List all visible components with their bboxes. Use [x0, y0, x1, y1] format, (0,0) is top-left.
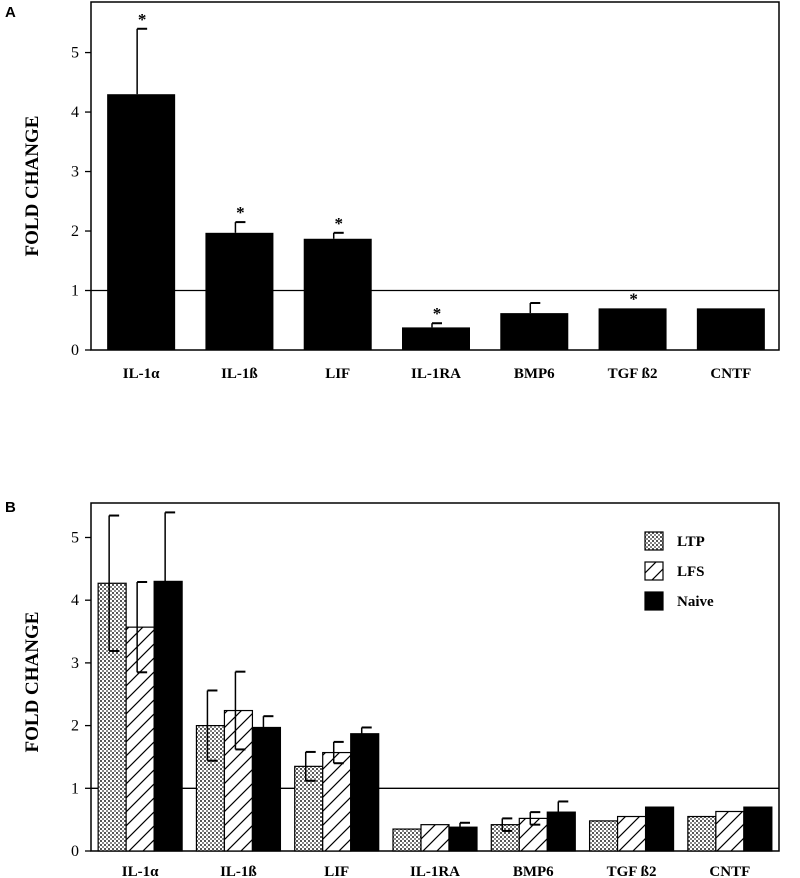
panel-a-ytick-label: 2 — [71, 223, 79, 240]
panel-a-plot-frame — [90, 1, 780, 351]
panel-a-bar-lif — [303, 238, 372, 350]
panel-b-ytick-label: 4 — [71, 592, 79, 609]
panel-b-bar-lfs-tgf-2 — [616, 815, 647, 852]
panel-a-ytick-label: 0 — [71, 342, 79, 359]
panel-b-bar-ltp-il-1ra — [392, 828, 422, 852]
panel-b-plot-frame — [90, 502, 780, 852]
panel-a-ytick-label: 5 — [71, 45, 79, 62]
panel-b-category-label-bmp6: BMP6 — [513, 864, 554, 878]
panel-b-category-label-lif: LIF — [324, 864, 349, 878]
panel-b-letter: B — [5, 499, 16, 516]
panel-b-ytick-label: 3 — [71, 655, 79, 672]
legend-label-lfs: LFS — [677, 564, 705, 580]
panel-a-significance-lif: * — [334, 214, 343, 233]
panel-a-category-label-il-1ra: IL-1RA — [411, 366, 461, 382]
panel-b-bar-naive-il-1 — [153, 580, 183, 852]
panel-a-category-label-il-1: IL-1ß — [221, 366, 258, 382]
panel-a-category-label-lif: LIF — [325, 366, 350, 382]
panel-b-bar-ltp-bmp6 — [490, 824, 520, 852]
panel-a-significance-il-1: * — [138, 10, 147, 29]
panel-a-bar-bmp6 — [500, 313, 569, 350]
panel-a-category-label-il-1: IL-1α — [123, 366, 160, 382]
panel-b-bar-lfs-lif — [322, 751, 352, 852]
panel-a-ylabel: FOLD CHANGE — [22, 116, 43, 257]
panel-b-bar-ltp-tgf-2 — [588, 820, 619, 852]
panel-a-significance-il-1: * — [236, 203, 245, 222]
panel-b-bar-ltp-lif — [294, 765, 324, 852]
panel-a-category-label-tgf-2: TGF ß2 — [608, 366, 658, 382]
panel-a-ytick-label: 3 — [71, 164, 79, 181]
panel-b-ytick-label: 5 — [71, 529, 79, 546]
panel-b-bar-naive-il-1 — [251, 726, 282, 852]
panel-a: A FOLD CHANGE 0 1 2 3 4 5 * IL-1α * IL-1ß * LIF * IL-… — [5, 1, 780, 382]
panel-b-bar-ltp-cntf — [687, 815, 717, 852]
panel-b-category-label-il-1ra: IL-1RA — [410, 864, 460, 878]
panel-a-bar-il-1 — [107, 94, 176, 350]
panel-b-category-label-tgf-2: TGF ß2 — [607, 864, 657, 878]
panel-b-ylabel: FOLD CHANGE — [22, 612, 43, 753]
panel-b-bar-lfs-il-1ra — [420, 824, 450, 852]
panel-b-bar-ltp-il-1 — [195, 724, 226, 852]
panel-b-plot: 0 1 2 3 4 5 IL-1α IL-1ß LIF IL-1RA BMP6 TGF ß2 CNTF L… — [71, 502, 780, 878]
legend-swatch-lfs — [644, 561, 664, 581]
panel-b-category-label-cntf: CNTF — [709, 864, 750, 878]
panel-b-bar-ltp-il-1 — [97, 582, 127, 852]
legend-label-ltp: LTP — [677, 534, 705, 550]
panel-b-bar-lfs-cntf — [715, 810, 745, 852]
panel-a-ytick-label: 4 — [71, 104, 79, 121]
panel-b-legend: LTP LFS Naive — [644, 531, 714, 611]
panel-b-category-label-il-1: IL-1ß — [220, 864, 257, 878]
legend-label-naive: Naive — [677, 594, 714, 610]
legend-swatch-ltp — [644, 531, 664, 551]
panel-a-bar-cntf — [696, 308, 765, 350]
panel-b-ytick-label: 0 — [71, 843, 79, 860]
panel-a-category-label-cntf: CNTF — [710, 366, 751, 382]
panel-a-bar-il-1 — [205, 232, 274, 350]
panel-a-significance-tgf-2: * — [629, 289, 638, 308]
panel-b-category-label-il-1: IL-1α — [122, 864, 159, 878]
panel-b-bar-naive-bmp6 — [546, 811, 576, 852]
panel-a-bar-tgf-2 — [598, 308, 667, 350]
panel-a-ytick-label: 1 — [71, 283, 79, 300]
panel-b: B FOLD CHANGE 0 1 2 3 4 5 IL-1α IL-1ß LIF IL-1RA B… — [5, 499, 780, 878]
legend-swatch-naive — [644, 591, 664, 611]
panel-a-category-label-bmp6: BMP6 — [514, 366, 555, 382]
panel-a-letter: A — [5, 4, 16, 21]
panel-b-ytick-label: 1 — [71, 780, 79, 797]
panel-a-significance-il-1ra: * — [433, 304, 442, 323]
panel-b-bar-lfs-il-1 — [125, 626, 155, 852]
panel-b-bar-lfs-bmp6 — [518, 817, 548, 852]
panel-a-bar-il-1ra — [402, 327, 470, 350]
panel-b-bar-naive-cntf — [743, 806, 773, 852]
panel-b-bar-lfs-il-1 — [223, 709, 254, 852]
panel-b-bar-naive-il-1ra — [448, 826, 478, 852]
panel-b-ytick-label: 2 — [71, 718, 79, 735]
panel-a-plot: 0 1 2 3 4 5 * IL-1α * IL-1ß * LIF * IL-1RA BMP6 * TGF ß2… — [71, 1, 780, 382]
panel-b-bar-naive-tgf-2 — [644, 806, 675, 852]
panel-b-bar-naive-lif — [350, 733, 380, 852]
